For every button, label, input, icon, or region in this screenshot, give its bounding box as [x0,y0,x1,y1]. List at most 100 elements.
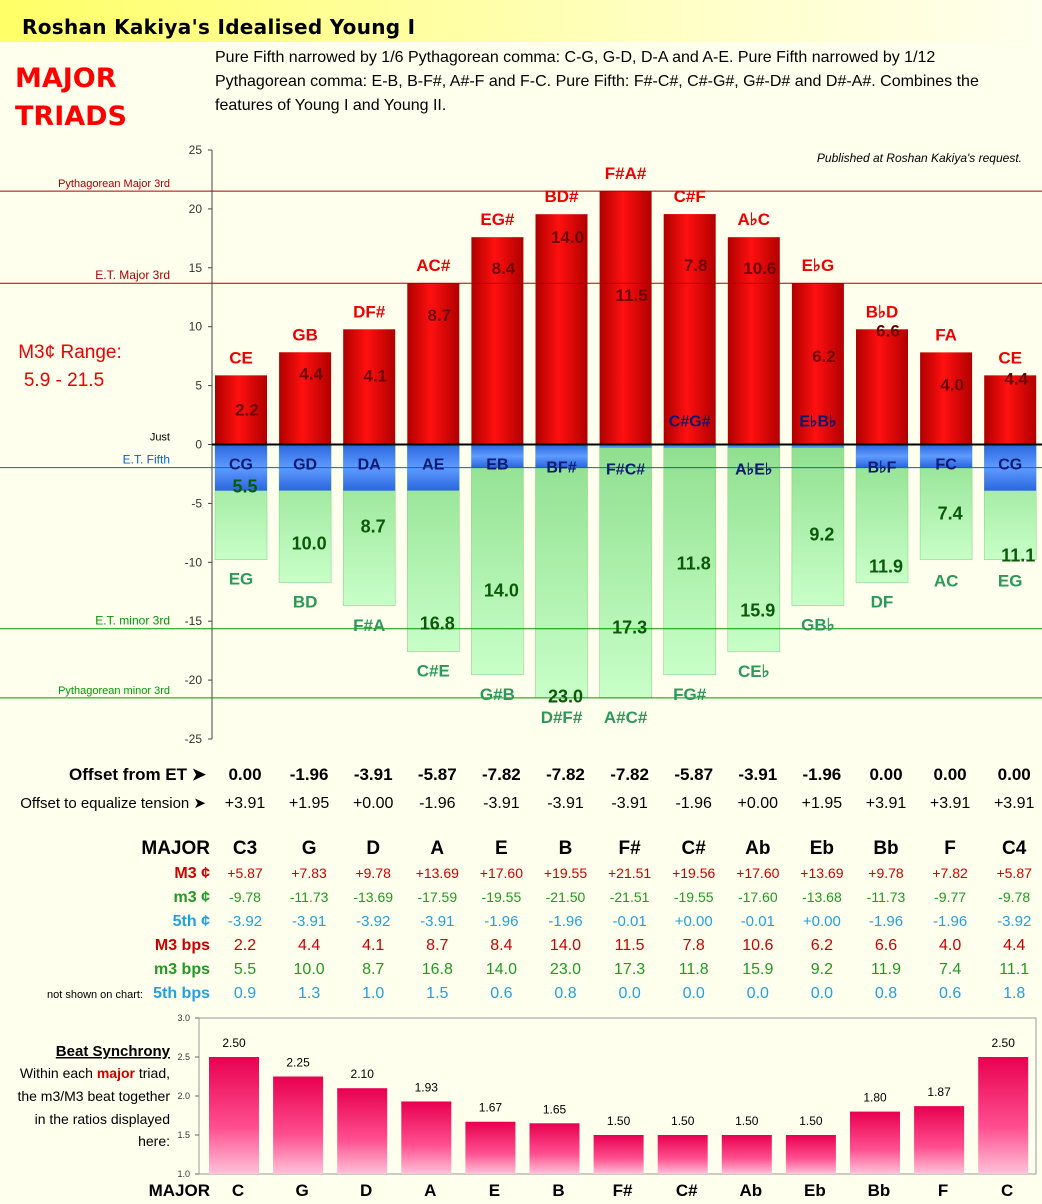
table-m3-bps-value: 8.7 [426,937,448,954]
minor-third-bar [791,444,845,606]
fifth-label: A♭E♭ [735,462,772,479]
table-fifth-cents-label: 5th ¢ [173,913,210,930]
fifth-label: GD [293,457,317,474]
sync-value-label: 1.65 [543,1102,567,1116]
major-third-bar [791,283,844,445]
table-minor-bps-label: m3 bps [154,961,210,978]
table-minor-bps-value: 16.8 [422,961,453,978]
sync-value-label: 2.50 [992,1036,1016,1050]
offset-et-value: -5.87 [674,765,713,784]
sync-bar [657,1135,708,1174]
minor-third-bar [471,444,524,676]
fifth-label: FC [935,457,957,474]
reference-line-label: E.T. Fifth [123,453,170,467]
minor-third-bps: 17.3 [612,618,647,638]
offset-eq-value: +0.00 [738,795,779,812]
table-minor-cents-value: -19.55 [674,889,714,905]
offset-eq-value: +0.00 [353,795,394,812]
table-header-value: C4 [1002,838,1027,859]
table-fifth-bps-value: 0.0 [747,985,769,1002]
major-third-bps: 2.2 [235,400,259,419]
table-m3-bps-value: 2.2 [234,937,256,954]
major-third-label: EG# [480,210,515,229]
table-m3-bps-value: 8.4 [490,937,512,954]
sync-x-label: D [360,1181,372,1200]
table-fifth-bps-value: 0.0 [811,985,833,1002]
offset-et-value: -3.91 [354,765,393,784]
range-value: 5.9 - 21.5 [24,370,104,391]
major-third-bar [279,352,332,445]
table-fifth-bps-value: 1.3 [298,985,320,1002]
sync-value-label: 1.80 [863,1091,887,1105]
major-third-bps: 8.4 [492,259,516,278]
major-third-label: E♭G [802,256,835,275]
y-tick-label: 25 [189,143,203,157]
major-third-label: A♭C [738,210,771,229]
major-third-bps: 4.0 [940,375,964,394]
sync-x-label: A [424,1181,436,1200]
table-minor-cents-value: -13.68 [802,889,842,905]
fifth-bar [791,444,844,448]
fifth-bar [920,444,973,468]
section-title: MAJOR TRIADS [15,63,128,132]
fifth-bar [856,444,908,468]
minor-third-bar [535,444,588,699]
minor-third-bar [599,444,652,699]
fifth-bar [663,444,716,448]
major-third-bps: 4.1 [363,366,387,385]
sync-value-label: 1.50 [671,1114,695,1128]
sync-x-label: Bb [868,1181,891,1200]
major-third-label: BD# [544,187,579,206]
y-tick-label: -20 [185,673,203,687]
table-fifth-cents-value: +0.00 [803,913,841,930]
table-fifth-cents-value: -1.96 [484,913,518,930]
y-tick-label: 10 [189,320,203,334]
table-minor-cents-value: -19.55 [482,889,522,905]
sync-text-line2: the m3/M3 beat together [17,1088,170,1104]
table-fifth-bps-value: 0.6 [490,985,512,1002]
sync-value-label: 1.50 [799,1114,823,1128]
table-fifth-bps-label: 5th bps [153,985,210,1002]
major-third-bar [535,214,588,445]
reference-line-label: E.T. Major 3rd [95,268,170,282]
sync-x-label: Ab [739,1181,762,1200]
major-third-label: F#A# [605,164,647,183]
offset-et-label: Offset from ET ➤ [69,765,207,784]
y-tick-label: 0 [195,438,202,452]
sync-value-label: 1.50 [735,1114,759,1128]
minor-third-label: EG [998,572,1023,591]
minor-third-label: DF [871,593,894,612]
table-fifth-bps-value: 0.8 [875,985,897,1002]
reference-line-label: Just [150,432,170,444]
major-third-bps: 7.8 [684,256,708,275]
sync-bar [401,1101,452,1174]
fifth-bar [727,444,780,448]
minor-third-label: AC [934,572,959,591]
sync-axis-label: MAJOR [149,1181,210,1200]
table-minor-cents-value: -11.73 [290,889,329,905]
offset-eq-value: -3.91 [611,795,648,812]
table-header-value: C# [682,838,707,859]
table-fifth-bps-value: 0.8 [554,985,576,1002]
table-fifth-cents-value: +0.00 [675,913,713,930]
offset-eq-value: -1.96 [675,795,712,812]
table-fifth-bps-note: not shown on chart: [47,989,143,1001]
table-m3-cents-value: +5.87 [996,865,1032,881]
table-fifth-bps-value: 0.6 [939,985,961,1002]
table-minor-bps-value: 9.2 [811,961,833,978]
minor-third-bar [663,444,716,676]
minor-third-bar [727,444,781,653]
table-fifth-bps-value: 0.0 [683,985,705,1002]
offset-eq-value: +1.95 [802,795,843,812]
sync-x-label: G [295,1181,308,1200]
major-third-bps: 11.5 [616,286,648,305]
offset-et-value: -3.91 [738,765,777,784]
offset-et-value: -7.82 [482,765,521,784]
offset-et-value: -7.82 [610,765,649,784]
minor-third-bps: 14.0 [484,581,519,601]
reference-line-label: Pythagorean minor 3rd [58,685,170,697]
major-third-label: C#F [674,187,706,206]
table-fifth-cents-value: -0.01 [612,913,646,930]
table-m3-cents-value: +7.82 [932,865,968,881]
table-m3-bps-value: 14.0 [550,937,581,954]
